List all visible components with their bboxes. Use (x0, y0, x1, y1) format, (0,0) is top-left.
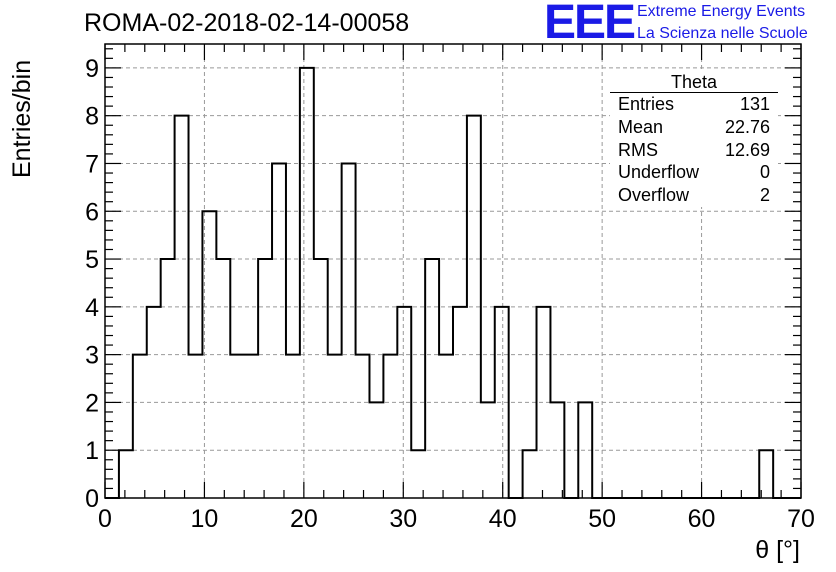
stats-box: Theta Entries 131 Mean 22.76 RMS 12.69 U… (610, 72, 778, 207)
y-tick-label: 0 (85, 485, 99, 513)
y-tick-label: 4 (85, 294, 99, 322)
y-axis-label: Entries/bin (8, 60, 36, 178)
stats-value: 0 (759, 162, 770, 183)
logo-line-2: La Scienza nelle Scuole (637, 25, 808, 42)
y-tick-label: 2 (85, 389, 99, 417)
x-axis-label: θ [°] (755, 536, 800, 564)
stats-label: RMS (618, 139, 658, 160)
y-tick-label: 8 (85, 103, 99, 131)
x-tick-label: 0 (98, 505, 112, 533)
stats-value: 12.69 (724, 139, 770, 160)
y-tick-label: 1 (85, 437, 99, 465)
stats-label: Mean (618, 116, 664, 137)
axis-ticks (104, 44, 802, 499)
stats-label: Entries (618, 94, 675, 114)
eee-logo: EEE (544, 0, 636, 49)
stats-row-entries: Entries 131 (610, 93, 778, 116)
y-tick-label: 9 (85, 55, 99, 83)
stats-value: 2 (759, 185, 770, 206)
stats-value: 131 (739, 94, 770, 114)
stats-row-rms: RMS 12.69 (610, 139, 778, 162)
chart-title: ROMA-02-2018-02-14-00058 (84, 9, 410, 37)
stats-label: Underflow (618, 162, 700, 183)
x-tick-label: 30 (389, 505, 417, 533)
y-tick-label: 7 (85, 150, 99, 178)
y-tick-label: 6 (85, 198, 99, 226)
x-tick-label: 10 (191, 505, 219, 533)
stats-label: Overflow (618, 185, 690, 206)
stats-value: 22.76 (724, 116, 770, 137)
stats-row-overflow: Overflow 2 (610, 184, 778, 207)
x-tick-label: 40 (489, 505, 517, 533)
plot-frame (104, 43, 802, 499)
y-tick-label: 5 (85, 246, 99, 274)
stats-row-underflow: Underflow 0 (610, 161, 778, 184)
x-tick-label: 60 (688, 505, 716, 533)
y-tick-label: 3 (85, 342, 99, 370)
x-tick-label: 50 (588, 505, 616, 533)
x-tick-label: 70 (787, 505, 815, 533)
logo-line-1: Extreme Energy Events (637, 3, 806, 20)
stats-row-mean: Mean 22.76 (610, 116, 778, 139)
x-tick-label: 20 (290, 505, 318, 533)
stats-title: Theta (610, 72, 778, 93)
